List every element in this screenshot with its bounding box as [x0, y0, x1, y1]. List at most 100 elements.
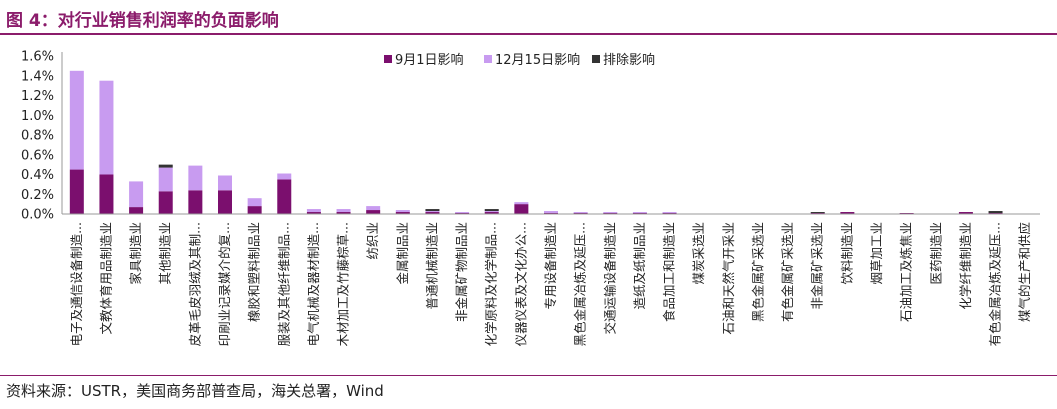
legend-label: 12月15日影响	[495, 52, 580, 68]
bar-segment-1	[277, 179, 292, 214]
x-category-label: 化学纤维制造业	[958, 222, 973, 310]
x-category-label: 其他制造业	[158, 222, 173, 285]
bar-segment-2	[158, 167, 173, 192]
x-axis: 电子及通信设备制造... 文教体育用品制造业 家具制造业 其他制造业 皮革毛皮羽绒及其制…	[62, 213, 1040, 346]
x-category-label: 金属制品业	[395, 222, 410, 285]
bar-group	[69, 70, 1003, 215]
legend-label: 排除影响	[603, 52, 655, 68]
stacked-bar-chart: 9月1日影响 12月15日影响 排除影响 0.0% 0.2% 0.4% 0.6% 0.8% 1…	[21, 50, 1040, 346]
bar-segment-1	[366, 210, 381, 214]
x-category-label: 橡胶和塑料制品业	[247, 222, 262, 322]
legend-label: 9月1日影响	[395, 52, 464, 68]
x-category-label: 家具制造业	[128, 222, 143, 285]
y-tick-label: 0.4%	[21, 168, 54, 183]
bar-segment-1	[514, 204, 529, 215]
bar-segment-2	[129, 181, 144, 208]
y-tick-label: 1.6%	[21, 50, 54, 65]
x-category-label: 黑色金属矿采选业	[750, 222, 765, 322]
bar-segment-3	[810, 212, 825, 214]
bar-segment-1	[958, 212, 973, 214]
bar-segment-1	[218, 190, 232, 214]
x-category-label: 专用设备制造业	[543, 222, 558, 310]
x-category-label: 造纸及纸制品业	[632, 222, 647, 310]
x-category-label: 化学原料及化学制品...	[484, 222, 499, 346]
bar-segment-2	[99, 80, 114, 175]
bar-segment-2	[632, 212, 647, 214]
bar-segment-1	[129, 207, 144, 214]
bar-segment-3	[425, 209, 440, 212]
x-category-label: 饮料制造业	[839, 222, 854, 285]
footer-divider	[0, 375, 1057, 376]
bar-segment-2	[336, 209, 351, 213]
x-category-label: 服装及其他纤维制品...	[276, 222, 291, 346]
bar-segment-1	[395, 212, 410, 214]
x-category-label: 有色金属矿采选业	[780, 222, 795, 322]
bar-segment-2	[247, 198, 262, 207]
bar-segment-3	[988, 211, 1003, 214]
bar-segment-3	[158, 164, 173, 168]
x-category-label: 黑色金属冶炼及延压...	[573, 222, 588, 346]
x-category-label: 煤气的生产和供应	[1017, 222, 1032, 322]
title-divider	[0, 33, 1057, 35]
y-tick-label: 0.2%	[21, 188, 54, 203]
bar-segment-1	[247, 206, 262, 214]
bar-segment-2	[425, 211, 440, 213]
bar-segment-2	[514, 202, 529, 205]
bar-segment-1	[425, 212, 440, 214]
figure-header: 图 4：对行业销售利润率的负面影响	[0, 0, 1057, 34]
chart-legend: 9月1日影响 12月15日影响 排除影响	[384, 52, 655, 68]
x-category-label: 仪器仪表及文化办公...	[513, 222, 528, 346]
y-axis: 0.0% 0.2% 0.4% 0.6% 0.8% 1.0% 1.2% 1.4% 1.6%	[21, 50, 63, 223]
bar-segment-2	[662, 212, 677, 214]
bar-segment-1	[306, 212, 321, 214]
bar-segment-3	[484, 209, 499, 212]
bar-segment-1	[158, 191, 173, 214]
bar-segment-1	[99, 174, 114, 214]
x-category-label: 石油加工及炼焦业	[899, 222, 914, 322]
bar-segment-2	[544, 211, 558, 214]
x-category-label: 食品加工和制造业	[662, 222, 677, 322]
bar-segment-2	[277, 173, 292, 180]
x-category-label: 纺织业	[365, 222, 380, 260]
bar-segment-2	[366, 206, 381, 211]
x-category-label: 皮革毛皮羽绒及其制...	[187, 222, 202, 346]
bar-segment-2	[218, 175, 232, 191]
x-category-label: 烟草加工业	[869, 222, 884, 285]
y-tick-label: 1.0%	[21, 109, 54, 124]
bar-segment-2	[395, 210, 410, 213]
bar-segment-2	[188, 165, 203, 191]
y-tick-label: 1.4%	[21, 69, 54, 84]
x-category-label: 印刷业记录媒介的复...	[217, 222, 232, 346]
bar-segment-2	[573, 212, 588, 214]
x-category-label: 石油和天然气开采业	[721, 222, 736, 335]
bar-segment-1	[188, 190, 203, 214]
legend-swatch	[384, 55, 392, 63]
bar-segment-2	[603, 212, 618, 214]
x-category-label: 电子及通信设备制造...	[69, 222, 84, 346]
x-category-label: 普通机械制造业	[424, 222, 439, 310]
x-category-label: 交通运输设备制造业	[602, 222, 617, 335]
bar-segment-1	[336, 212, 351, 214]
y-tick-label: 0.0%	[21, 208, 54, 223]
source-note: 资料来源：USTR，美国商务部普查局，海关总署，Wind	[6, 382, 384, 400]
legend-swatch	[484, 55, 492, 63]
bar-segment-2	[306, 209, 321, 213]
x-category-label: 电气机械及器材制造...	[306, 222, 321, 346]
x-category-label: 煤炭采选业	[691, 222, 706, 285]
bar-segment-2	[484, 211, 499, 213]
x-category-label: 非金属矿物制品业	[454, 222, 469, 322]
x-category-label: 文教体育用品制造业	[98, 222, 113, 335]
x-category-label: 非金属矿采选业	[810, 222, 825, 310]
y-tick-label: 0.6%	[21, 148, 54, 163]
x-category-label: 有色金属冶炼及延压...	[988, 222, 1003, 346]
figure-title: 图 4：对行业销售利润率的负面影响	[6, 11, 279, 31]
y-tick-label: 1.2%	[21, 89, 54, 104]
y-tick-label: 0.8%	[21, 129, 54, 144]
bar-segment-1	[484, 212, 499, 214]
x-category-label: 医药制造业	[928, 222, 943, 285]
bar-segment-2	[455, 212, 470, 214]
x-category-label: 木材加工及竹藤棕草...	[336, 222, 351, 346]
legend-swatch	[592, 55, 600, 63]
bar-segment-1	[840, 212, 855, 214]
bar-segment-1	[69, 169, 84, 214]
